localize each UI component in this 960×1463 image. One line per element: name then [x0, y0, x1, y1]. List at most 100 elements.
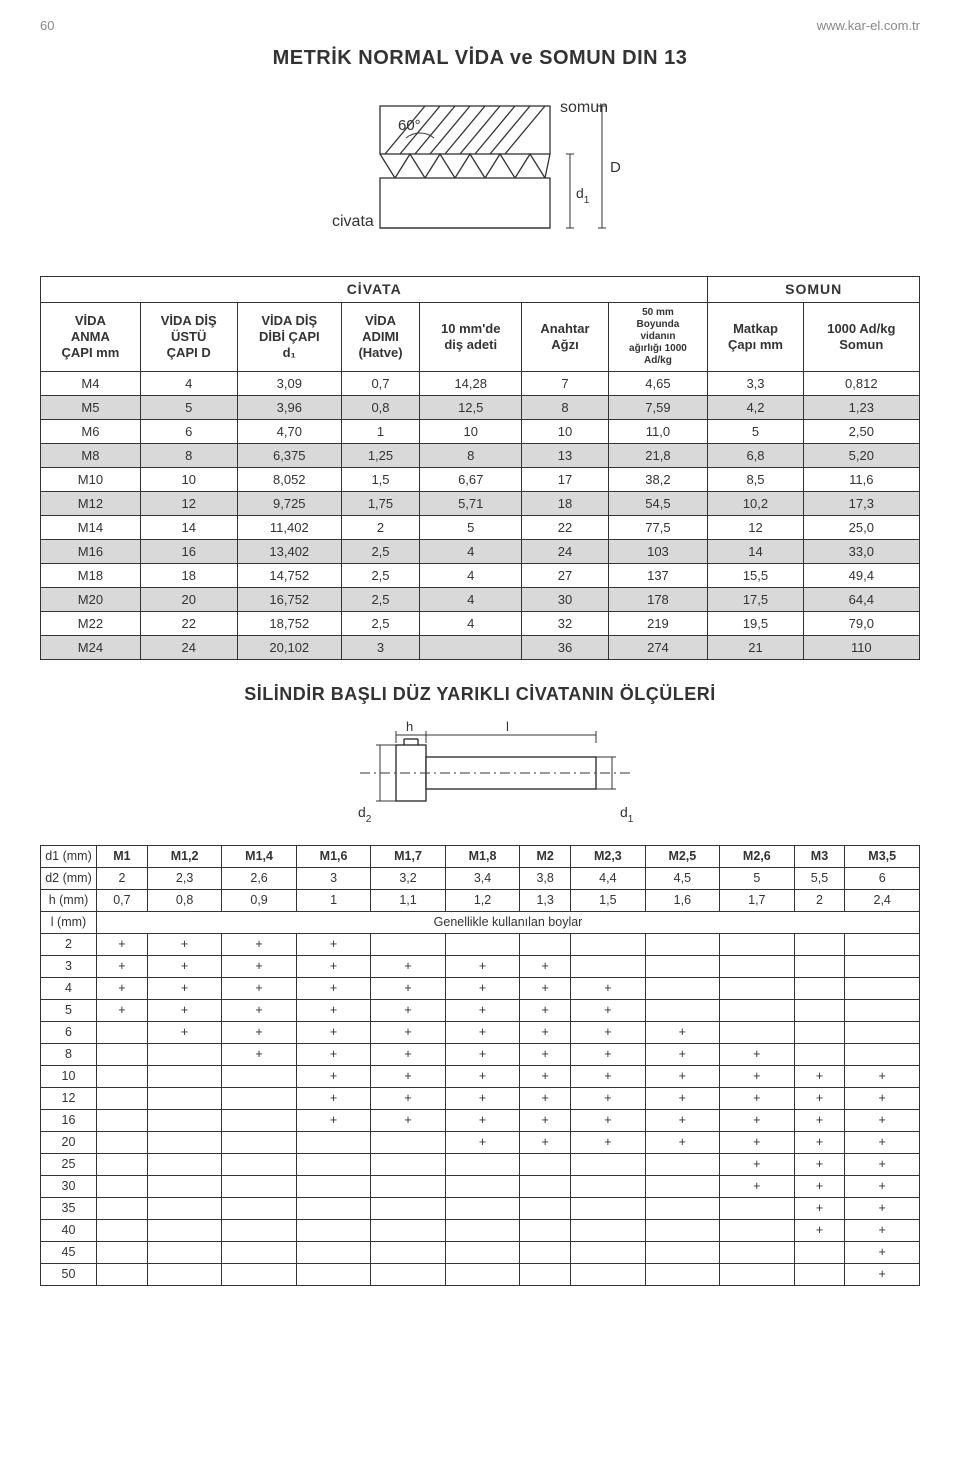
- table-cell: [147, 1153, 221, 1175]
- table-cell: +: [445, 1109, 519, 1131]
- table-cell: +: [296, 1043, 370, 1065]
- t1-col-header: 1000 Ad/kgSomun: [803, 302, 919, 371]
- table-cell: [571, 955, 645, 977]
- table-row: 8++++++++: [41, 1043, 920, 1065]
- table-cell: 274: [608, 635, 708, 659]
- table-cell: +: [222, 933, 296, 955]
- table-cell: +: [720, 1153, 794, 1175]
- table-cell: [720, 999, 794, 1021]
- table-row: 40++: [41, 1219, 920, 1241]
- table-cell: +: [371, 955, 445, 977]
- table-cell: 15,5: [708, 563, 803, 587]
- table-cell: [222, 1087, 296, 1109]
- t2-row-label: d1 (mm): [41, 845, 97, 867]
- table-cell: 16,752: [237, 587, 341, 611]
- table-cell: [97, 1219, 148, 1241]
- civata-label: civata: [332, 213, 374, 230]
- table-cell: 2,6: [222, 867, 296, 889]
- group-header-somun: SOMUN: [708, 277, 920, 303]
- screw-size-table: d1 (mm)M1M1,2M1,4M1,6M1,7M1,8M2M2,3M2,5M…: [40, 845, 920, 1286]
- table-cell: 5: [720, 867, 794, 889]
- table-cell: [420, 635, 522, 659]
- table-cell: 9,725: [237, 491, 341, 515]
- table-cell: [371, 1197, 445, 1219]
- table-cell: +: [445, 1131, 519, 1153]
- table-cell: [720, 977, 794, 999]
- table-cell: +: [645, 1131, 719, 1153]
- table-cell: 10: [420, 419, 522, 443]
- table-cell: [571, 1241, 645, 1263]
- table-cell: 8,5: [708, 467, 803, 491]
- table-cell: [97, 1153, 148, 1175]
- table-cell: +: [97, 999, 148, 1021]
- table-cell: 0,7: [341, 371, 419, 395]
- table-cell: [147, 1241, 221, 1263]
- table-row: 25+++: [41, 1153, 920, 1175]
- table-cell: [845, 977, 920, 999]
- table-cell: M20: [41, 587, 141, 611]
- table-cell: 14: [140, 515, 237, 539]
- table-cell: 64,4: [803, 587, 919, 611]
- table-cell: [222, 1153, 296, 1175]
- table-cell: 17,5: [708, 587, 803, 611]
- t2-size-header: M2: [520, 845, 571, 867]
- table-cell: +: [97, 977, 148, 999]
- table-cell: 1: [341, 419, 419, 443]
- table-cell: +: [520, 1065, 571, 1087]
- table-cell: +: [371, 1109, 445, 1131]
- table-cell: [371, 1263, 445, 1285]
- table-cell: [445, 933, 519, 955]
- t2-length-label: 50: [41, 1263, 97, 1285]
- table-cell: [845, 1043, 920, 1065]
- table-cell: +: [720, 1131, 794, 1153]
- page-number: 60: [40, 18, 54, 33]
- table-cell: [296, 1241, 370, 1263]
- t2-row-label: l (mm): [41, 911, 97, 933]
- t1-col-header: 10 mm'dediş adeti: [420, 302, 522, 371]
- table-cell: +: [296, 933, 370, 955]
- table-cell: [222, 1197, 296, 1219]
- table-cell: 103: [608, 539, 708, 563]
- table-cell: 21: [708, 635, 803, 659]
- table-cell: +: [520, 1109, 571, 1131]
- table-cell: 4,4: [571, 867, 645, 889]
- table-cell: 10: [140, 467, 237, 491]
- table-cell: +: [571, 1087, 645, 1109]
- table-cell: 14: [708, 539, 803, 563]
- table-cell: 1: [296, 889, 370, 911]
- table-cell: 4,5: [645, 867, 719, 889]
- table-cell: [720, 933, 794, 955]
- table-cell: 4: [420, 611, 522, 635]
- table-cell: +: [845, 1219, 920, 1241]
- table-cell: 77,5: [608, 515, 708, 539]
- table-cell: 4: [140, 371, 237, 395]
- table-cell: 8: [140, 443, 237, 467]
- table-cell: M12: [41, 491, 141, 515]
- table-cell: [97, 1109, 148, 1131]
- table-cell: +: [845, 1109, 920, 1131]
- table-cell: 2,5: [341, 611, 419, 635]
- table-cell: [720, 1219, 794, 1241]
- table-cell: [147, 1065, 221, 1087]
- t2-size-header: M1,7: [371, 845, 445, 867]
- table-row: 3+++++++: [41, 955, 920, 977]
- table-cell: [147, 1109, 221, 1131]
- table-cell: 5: [708, 419, 803, 443]
- table-cell: 30: [522, 587, 608, 611]
- table-cell: +: [571, 1021, 645, 1043]
- table-cell: M22: [41, 611, 141, 635]
- table-cell: [720, 955, 794, 977]
- table-cell: [445, 1219, 519, 1241]
- table-cell: +: [845, 1263, 920, 1285]
- table-cell: 1,1: [371, 889, 445, 911]
- table-cell: [371, 1153, 445, 1175]
- table-cell: [794, 955, 845, 977]
- table-cell: 8,052: [237, 467, 341, 491]
- table-cell: +: [520, 1043, 571, 1065]
- t2-length-label: 5: [41, 999, 97, 1021]
- D-label: D: [610, 159, 621, 176]
- table-cell: [645, 955, 719, 977]
- table-cell: 6: [845, 867, 920, 889]
- table-cell: +: [645, 1065, 719, 1087]
- table-cell: [845, 933, 920, 955]
